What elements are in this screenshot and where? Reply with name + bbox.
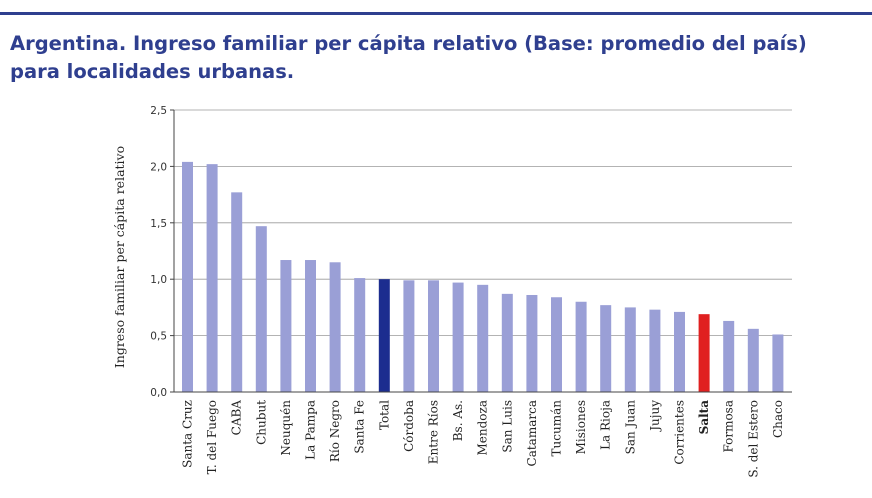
bar-s-del-estero xyxy=(747,328,759,392)
y-tick-labels: 0,0 0,5 1,0 1,5 2,0 2,5 xyxy=(150,105,174,399)
category-label-tucuman: Tucumán xyxy=(550,400,564,457)
y-tick-label: 2,5 xyxy=(150,105,167,117)
bar-la-pampa xyxy=(305,260,316,392)
y-tick-label: 0,5 xyxy=(150,331,167,343)
bar-la-rioja xyxy=(600,305,612,392)
bar-total xyxy=(378,279,390,392)
bar-corrientes xyxy=(674,311,685,392)
bar-salta xyxy=(698,314,710,392)
category-label-san-luis: San Luis xyxy=(500,400,514,453)
y-tick-label: 0,0 xyxy=(150,387,167,399)
category-label-mendoza: Mendoza xyxy=(476,400,490,456)
bar-tucuman xyxy=(551,297,562,392)
category-label-chubut: Chubut xyxy=(254,400,268,445)
category-label-chaco: Chaco xyxy=(771,400,785,438)
bar-misiones xyxy=(575,301,587,392)
category-label-rio-negro: Río Negro xyxy=(328,400,342,462)
bar-san-luis xyxy=(501,293,513,392)
category-label-s-del-estero: S. del Estero xyxy=(746,400,760,478)
category-label-salta: Salta xyxy=(697,400,711,435)
bar-rio-negro xyxy=(329,262,341,392)
category-label-formosa: Formosa xyxy=(722,400,736,453)
category-label-santa-fe: Santa Fe xyxy=(353,400,367,454)
bar-chaco xyxy=(772,334,784,392)
category-label-corrientes: Corrientes xyxy=(673,400,687,465)
chart-title-line-1: Argentina. Ingreso familiar per cápita r… xyxy=(10,32,807,55)
category-label-misiones: Misiones xyxy=(574,400,588,454)
chart-title-line-2: para localidades urbanas. xyxy=(10,60,295,83)
category-label-jujuy: Jujuy xyxy=(648,400,662,433)
bar-t-del-fuego xyxy=(206,164,218,392)
category-label-catamarca: Catamarca xyxy=(525,400,539,466)
bar-entre-rios xyxy=(428,280,439,392)
category-label-la-rioja: La Rioja xyxy=(599,400,613,450)
category-label-la-pampa: La Pampa xyxy=(304,400,318,460)
bar-catamarca xyxy=(526,294,538,392)
bar-san-juan xyxy=(624,307,636,392)
category-label-santa-cruz: Santa Cruz xyxy=(181,400,195,468)
category-label-san-juan: San Juan xyxy=(623,400,637,455)
category-label-entre-rios: Entre Ríos xyxy=(427,400,441,464)
category-label-t-del-fuego: T. del Fuego xyxy=(205,400,219,474)
bar-formosa xyxy=(723,320,735,392)
category-label-bs-as: Bs. As. xyxy=(451,400,465,441)
bar-bs-as xyxy=(452,282,464,392)
category-label-cordoba: Córdoba xyxy=(402,400,416,452)
bar-santa-fe xyxy=(354,278,366,392)
bar-chubut xyxy=(255,226,267,392)
category-label-caba: CABA xyxy=(230,400,244,436)
bar-neuquen xyxy=(280,260,292,392)
bar-santa-cruz xyxy=(182,161,193,392)
header-rule xyxy=(0,12,872,15)
bars xyxy=(182,161,784,392)
bar-caba xyxy=(231,192,243,392)
category-label-neuquen: Neuquén xyxy=(279,400,293,456)
bar-mendoza xyxy=(477,284,489,392)
y-tick-label: 1,0 xyxy=(150,274,167,286)
category-label-total: Total xyxy=(377,400,391,430)
y-tick-label: 2,0 xyxy=(150,161,167,173)
y-axis-label: Ingreso familiar per cápita relativo xyxy=(112,146,127,368)
y-tick-label: 1,5 xyxy=(150,218,167,230)
bar-cordoba xyxy=(403,280,415,392)
category-labels: Santa Cruz T. del Fuego CABA Chubut Neuquén L… xyxy=(181,400,785,478)
bar-jujuy xyxy=(649,309,661,392)
chart-title: Argentina. Ingreso familiar per cápita r… xyxy=(10,30,870,86)
